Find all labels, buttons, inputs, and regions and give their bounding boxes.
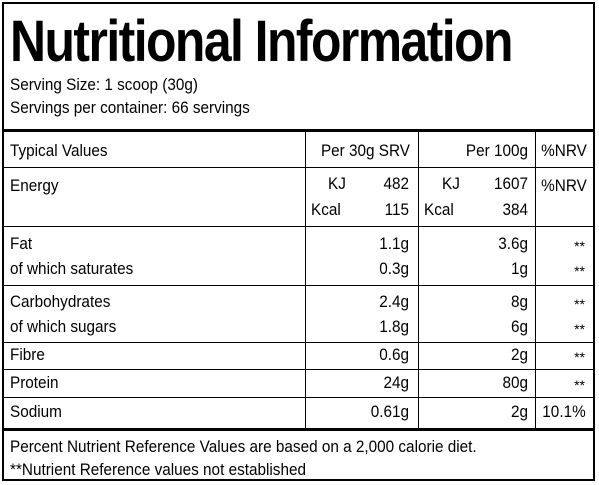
footnote-nrv-basis: Percent Nutrient Reference Values are ba…: [10, 437, 477, 456]
row-srv-fibre: 0.6g: [379, 345, 409, 364]
row-label-sodium: Sodium: [10, 402, 62, 421]
row-nrv-protein: **: [574, 377, 585, 393]
servings-per-container: Servings per container: 66 servings: [10, 98, 250, 117]
energy-nrv: %NRV: [541, 176, 587, 195]
row-label-protein: Protein: [10, 373, 59, 392]
row-nrv-saturates: **: [574, 263, 585, 279]
row-label-saturates: of which saturates: [10, 259, 134, 278]
row-divider: [4, 397, 593, 398]
energy-kcal-unit-100g: Kcal: [424, 200, 454, 219]
header-typical-values: Typical Values: [10, 141, 108, 160]
row-divider: [4, 226, 593, 227]
footer-rule: [4, 428, 593, 431]
energy-srv-kcal: 115: [384, 200, 409, 219]
row-srv-protein: 24g: [383, 373, 409, 392]
row-100g-sodium: 2g: [510, 402, 528, 421]
row-srv-saturates: 0.3g: [379, 259, 409, 278]
panel-title: Nutritional Information: [10, 9, 514, 74]
row-label-fat: Fat: [10, 234, 33, 253]
header-per-100g: Per 100g: [465, 141, 528, 160]
row-divider: [4, 369, 593, 370]
header-rule: [4, 129, 593, 132]
row-divider: [4, 342, 593, 343]
row-srv-sodium: 0.61g: [370, 402, 409, 421]
row-nrv-carbohydrates: **: [574, 296, 585, 312]
energy-label: Energy: [10, 176, 59, 195]
col-divider-nrv: [535, 132, 536, 429]
energy-srv-kj: 482: [383, 174, 409, 193]
row-100g-carbohydrates: 8g: [510, 292, 528, 311]
header-nrv: %NRV: [541, 141, 587, 160]
row-label-sugars: of which sugars: [10, 317, 117, 336]
row-nrv-sodium: 10.1%: [542, 402, 586, 421]
row-100g-fat: 3.6g: [498, 234, 528, 253]
serving-size: Serving Size: 1 scoop (30g): [10, 75, 198, 94]
row-label-carbohydrates: Carbohydrates: [10, 292, 111, 311]
row-nrv-sugars: **: [574, 321, 585, 337]
row-srv-fat: 1.1g: [379, 234, 409, 253]
header-per-30g: Per 30g SRV: [320, 141, 410, 160]
row-label-fibre: Fibre: [10, 345, 45, 364]
row-nrv-fat: **: [574, 238, 585, 254]
row-100g-saturates: 1g: [510, 259, 528, 278]
row-nrv-fibre: **: [574, 349, 585, 365]
row-divider: [4, 167, 593, 168]
energy-100g-kcal: 384: [502, 200, 528, 219]
energy-100g-kj: 1607: [493, 174, 528, 193]
row-100g-protein: 80g: [502, 373, 528, 392]
row-srv-sugars: 1.8g: [379, 317, 409, 336]
row-100g-sugars: 6g: [510, 317, 528, 336]
footnote-not-established: **Nutrient Reference values not establis…: [10, 460, 306, 479]
col-divider-100g: [418, 132, 419, 429]
col-divider-srv: [305, 132, 306, 429]
row-100g-fibre: 2g: [510, 345, 528, 364]
nutrition-panel: Nutritional Information Serving Size: 1 …: [2, 2, 595, 481]
energy-kcal-unit: Kcal: [311, 200, 341, 219]
row-divider: [4, 285, 593, 286]
energy-kj-unit: KJ: [328, 174, 346, 193]
energy-kj-unit-100g: KJ: [442, 174, 460, 193]
row-srv-carbohydrates: 2.4g: [379, 292, 409, 311]
